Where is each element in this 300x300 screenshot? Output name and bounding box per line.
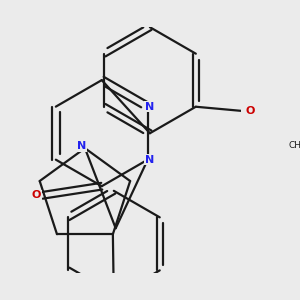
Text: O: O xyxy=(246,106,255,116)
Text: N: N xyxy=(145,155,154,165)
Text: CH₃: CH₃ xyxy=(289,141,300,150)
Text: O: O xyxy=(32,190,41,200)
Text: N: N xyxy=(145,102,154,112)
Text: N: N xyxy=(77,141,87,151)
